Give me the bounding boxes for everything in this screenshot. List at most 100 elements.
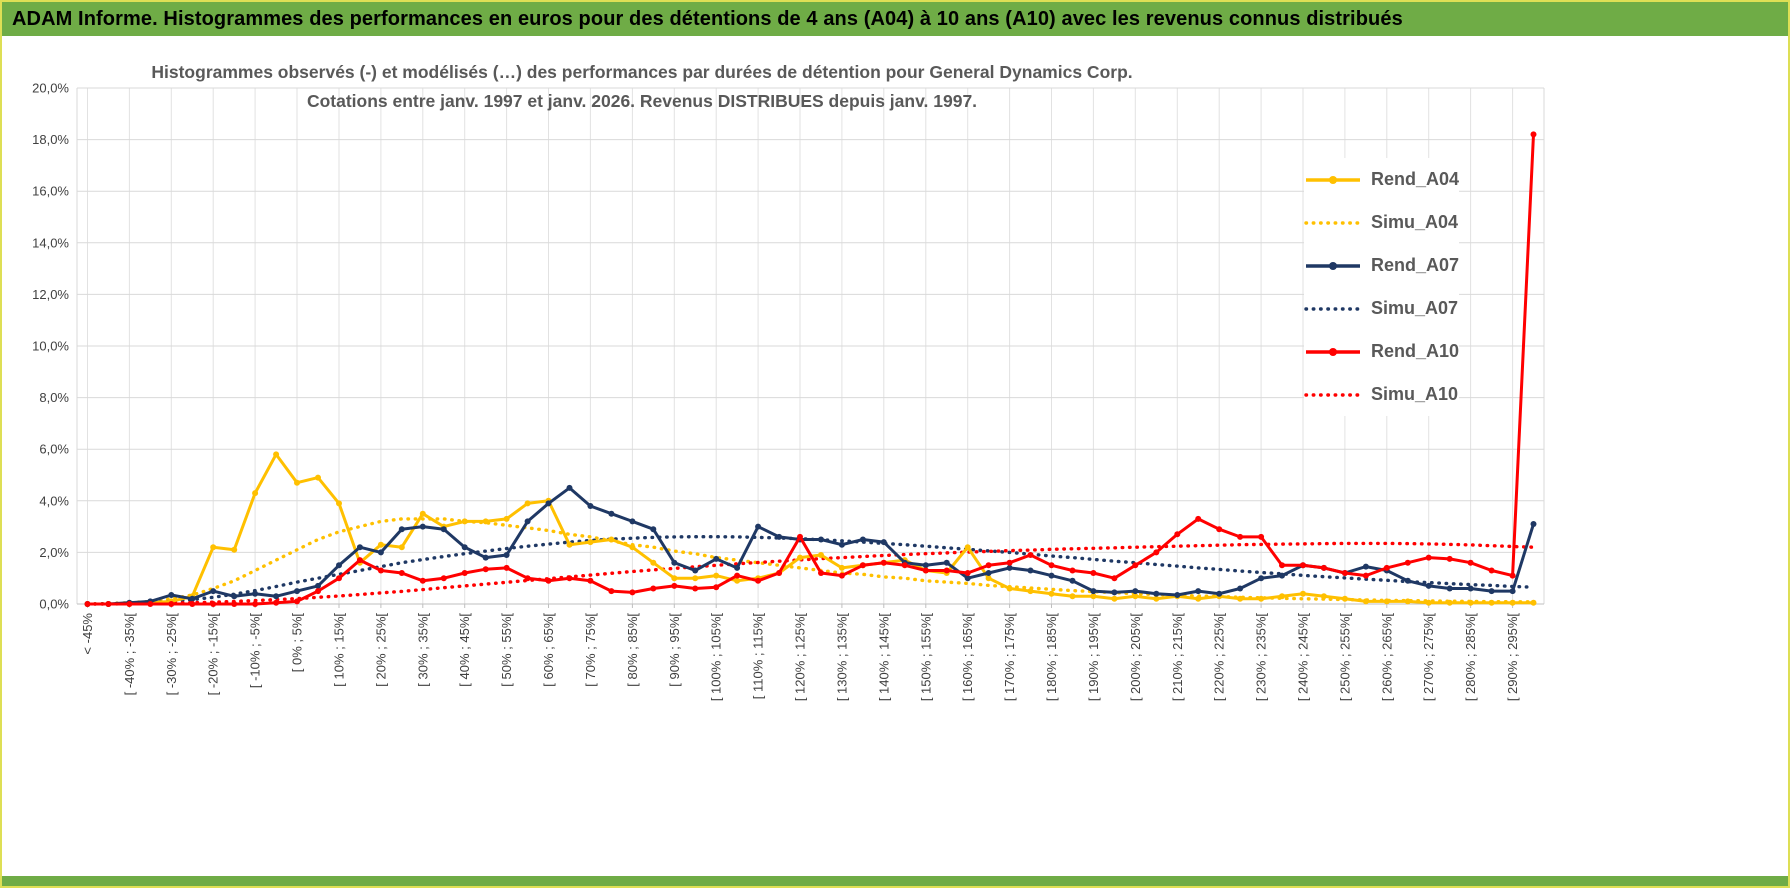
x-axis-label: [ 250% ; 255%[ (1337, 613, 1352, 702)
chart-title-line1: Histogrammes observés (-) et modélisés (… (151, 62, 1133, 82)
series-Simu_A10 (85, 541, 1536, 606)
legend-item-Rend_A04[interactable]: Rend_A04 (1304, 158, 1459, 201)
marker-Rend_A04 (1425, 599, 1432, 606)
marker-Rend_A04 (1279, 593, 1285, 600)
marker-Rend_A07 (922, 562, 929, 569)
marker-Rend_A04 (1383, 598, 1390, 605)
marker-Rend_A10 (859, 562, 866, 569)
marker-Rend_A04 (252, 490, 259, 497)
x-axis-label: [ 220% ; 225%[ (1212, 613, 1227, 702)
legend-item-Simu_A07[interactable]: Simu_A07 (1304, 287, 1459, 330)
marker-Rend_A04 (566, 541, 573, 548)
marker-Rend_A04 (1027, 588, 1034, 595)
marker-Rend_A07 (231, 593, 238, 600)
marker-Rend_A07 (1362, 563, 1369, 570)
marker-Rend_A07 (776, 533, 783, 540)
marker-Rend_A10 (1300, 562, 1306, 569)
marker-Rend_A07 (671, 559, 678, 566)
x-axis-label: [ 10% ; 15%[ (332, 613, 347, 687)
x-axis-label: [ 270% ; 275%[ (1421, 613, 1436, 702)
marker-Rend_A07 (189, 595, 196, 602)
marker-Rend_A04 (692, 575, 699, 582)
marker-Rend_A10 (84, 601, 91, 607)
x-axis-label: < -45% (80, 613, 95, 655)
x-axis-label: [ 200% ; 205%[ (1128, 613, 1143, 702)
banner: ADAM Informe. Histogrammes des performan… (2, 2, 1788, 36)
legend-item-Rend_A10[interactable]: Rend_A10 (1304, 330, 1459, 373)
y-axis-label: 2,0% (39, 545, 69, 560)
marker-Rend_A10 (1111, 575, 1118, 582)
legend-label: Simu_A07 (1371, 298, 1459, 318)
marker-Rend_A04 (1258, 595, 1265, 602)
marker-Rend_A04 (734, 577, 741, 584)
legend-item-Simu_A10[interactable]: Simu_A10 (1304, 373, 1459, 416)
marker-Rend_A10 (1320, 564, 1327, 571)
marker-Rend_A07 (1237, 585, 1244, 592)
marker-Rend_A04 (315, 474, 321, 481)
marker-Rend_A07 (315, 582, 321, 589)
marker-Rend_A10 (1467, 559, 1474, 566)
y-axis-label: 10,0% (32, 339, 69, 354)
marker-Rend_A07 (1153, 590, 1160, 597)
marker-Rend_A10 (461, 570, 468, 576)
marker-Rend_A04 (650, 559, 657, 566)
x-axis-label: [ 50% ; 55%[ (499, 613, 514, 687)
marker-Rend_A07 (1446, 585, 1453, 592)
marker-Rend_A07 (1425, 582, 1432, 589)
x-axis-label: [ 110% ; 115%[ (751, 613, 766, 700)
x-axis-label: [ -10% ; -5%[ (248, 613, 263, 689)
marker-Rend_A07 (419, 523, 426, 530)
marker-Rend_A10 (566, 575, 573, 582)
marker-Rend_A07 (252, 590, 259, 597)
marker-Rend_A04 (587, 539, 594, 546)
x-axis-label: [ 280% ; 285%[ (1463, 613, 1478, 702)
marker-Rend_A04 (1488, 599, 1495, 606)
marker-Rend_A10 (587, 577, 594, 584)
marker-Rend_A07 (650, 526, 657, 533)
marker-Rend_A04 (1006, 585, 1013, 592)
legend-label: Simu_A04 (1371, 212, 1459, 232)
marker-Rend_A04 (273, 451, 280, 458)
marker-Rend_A10 (1153, 549, 1160, 556)
legend-item-Rend_A07[interactable]: Rend_A07 (1304, 244, 1459, 287)
marker-Rend_A07 (1258, 575, 1265, 582)
legend-label: Rend_A10 (1371, 341, 1460, 361)
marker-Rend_A10 (189, 601, 196, 607)
marker-Rend_A10 (1258, 533, 1265, 540)
marker-Rend_A10 (524, 575, 531, 582)
marker-Rend_A07 (356, 544, 363, 551)
x-axis-label: [ 130% ; 135%[ (834, 613, 849, 702)
x-axis-label: [ 80% ; 85%[ (625, 613, 640, 687)
x-axis-label: [ 140% ; 145%[ (876, 613, 891, 702)
chart-title-line2: Cotations entre janv. 1997 et janv. 2026… (306, 90, 978, 111)
legend-item-Simu_A04[interactable]: Simu_A04 (1304, 201, 1459, 244)
marker-Rend_A10 (294, 598, 300, 605)
marker-Rend_A10 (545, 577, 552, 584)
marker-Rend_A10 (1362, 572, 1369, 579)
marker-Rend_A04 (1048, 590, 1055, 597)
marker-Rend_A10 (1341, 570, 1348, 576)
marker-Rend_A04 (1509, 599, 1516, 606)
x-axis-label: [ 60% ; 65%[ (541, 613, 556, 687)
marker-Rend_A04 (608, 536, 615, 543)
marker-Rend_A07 (482, 554, 489, 561)
chart-title: Histogrammes observés (-) et modélisés (… (112, 58, 1172, 116)
marker-Rend_A10 (231, 601, 238, 607)
marker-Rend_A07 (1279, 572, 1285, 579)
x-axis-label: [ 90% ; 95%[ (667, 613, 682, 687)
marker-Rend_A07 (838, 541, 845, 548)
marker-Rend_A10 (838, 572, 845, 579)
y-axis-label: 4,0% (39, 493, 69, 508)
marker-Rend_A04 (985, 575, 992, 582)
marker-Rend_A10 (105, 601, 112, 607)
y-axis-label: 16,0% (32, 184, 69, 199)
marker-Rend_A10 (734, 572, 741, 579)
marker-Rend_A04 (1237, 595, 1244, 602)
marker-Rend_A10 (964, 570, 971, 576)
marker-Rend_A07 (1048, 572, 1055, 579)
marker-Rend_A10 (252, 601, 259, 607)
x-axis-label: [ 290% ; 295%[ (1505, 613, 1520, 702)
chart-legend: Rend_A04 Simu_A04 Rend_A07 Simu_A07 Rend_A10… (1304, 158, 1460, 416)
marker-Rend_A07 (210, 588, 217, 595)
marker-Rend_A07 (524, 518, 531, 525)
